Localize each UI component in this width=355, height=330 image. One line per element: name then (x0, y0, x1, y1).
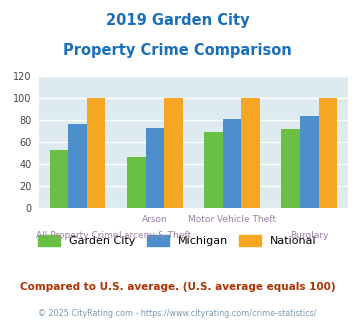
Text: Larceny & Theft: Larceny & Theft (119, 231, 191, 240)
Text: All Property Crime: All Property Crime (37, 231, 119, 240)
Bar (318, 98, 337, 208)
Bar (204, 132, 223, 208)
Bar (164, 98, 183, 208)
Bar (146, 128, 164, 208)
Bar (127, 157, 146, 208)
Bar (282, 129, 300, 208)
Text: © 2025 CityRating.com - https://www.cityrating.com/crime-statistics/: © 2025 CityRating.com - https://www.city… (38, 309, 317, 317)
Bar (300, 115, 318, 208)
Text: Compared to U.S. average. (U.S. average equals 100): Compared to U.S. average. (U.S. average … (20, 282, 335, 292)
Bar (87, 98, 105, 208)
Bar (50, 149, 69, 208)
Bar (223, 119, 241, 208)
Text: Arson: Arson (142, 214, 168, 223)
Text: 2019 Garden City: 2019 Garden City (106, 13, 249, 28)
Bar (241, 98, 260, 208)
Text: Motor Vehicle Theft: Motor Vehicle Theft (188, 214, 276, 223)
Text: Burglary: Burglary (290, 231, 328, 240)
Legend: Garden City, Michigan, National: Garden City, Michigan, National (34, 231, 321, 251)
Text: Property Crime Comparison: Property Crime Comparison (63, 43, 292, 58)
Bar (69, 124, 87, 208)
